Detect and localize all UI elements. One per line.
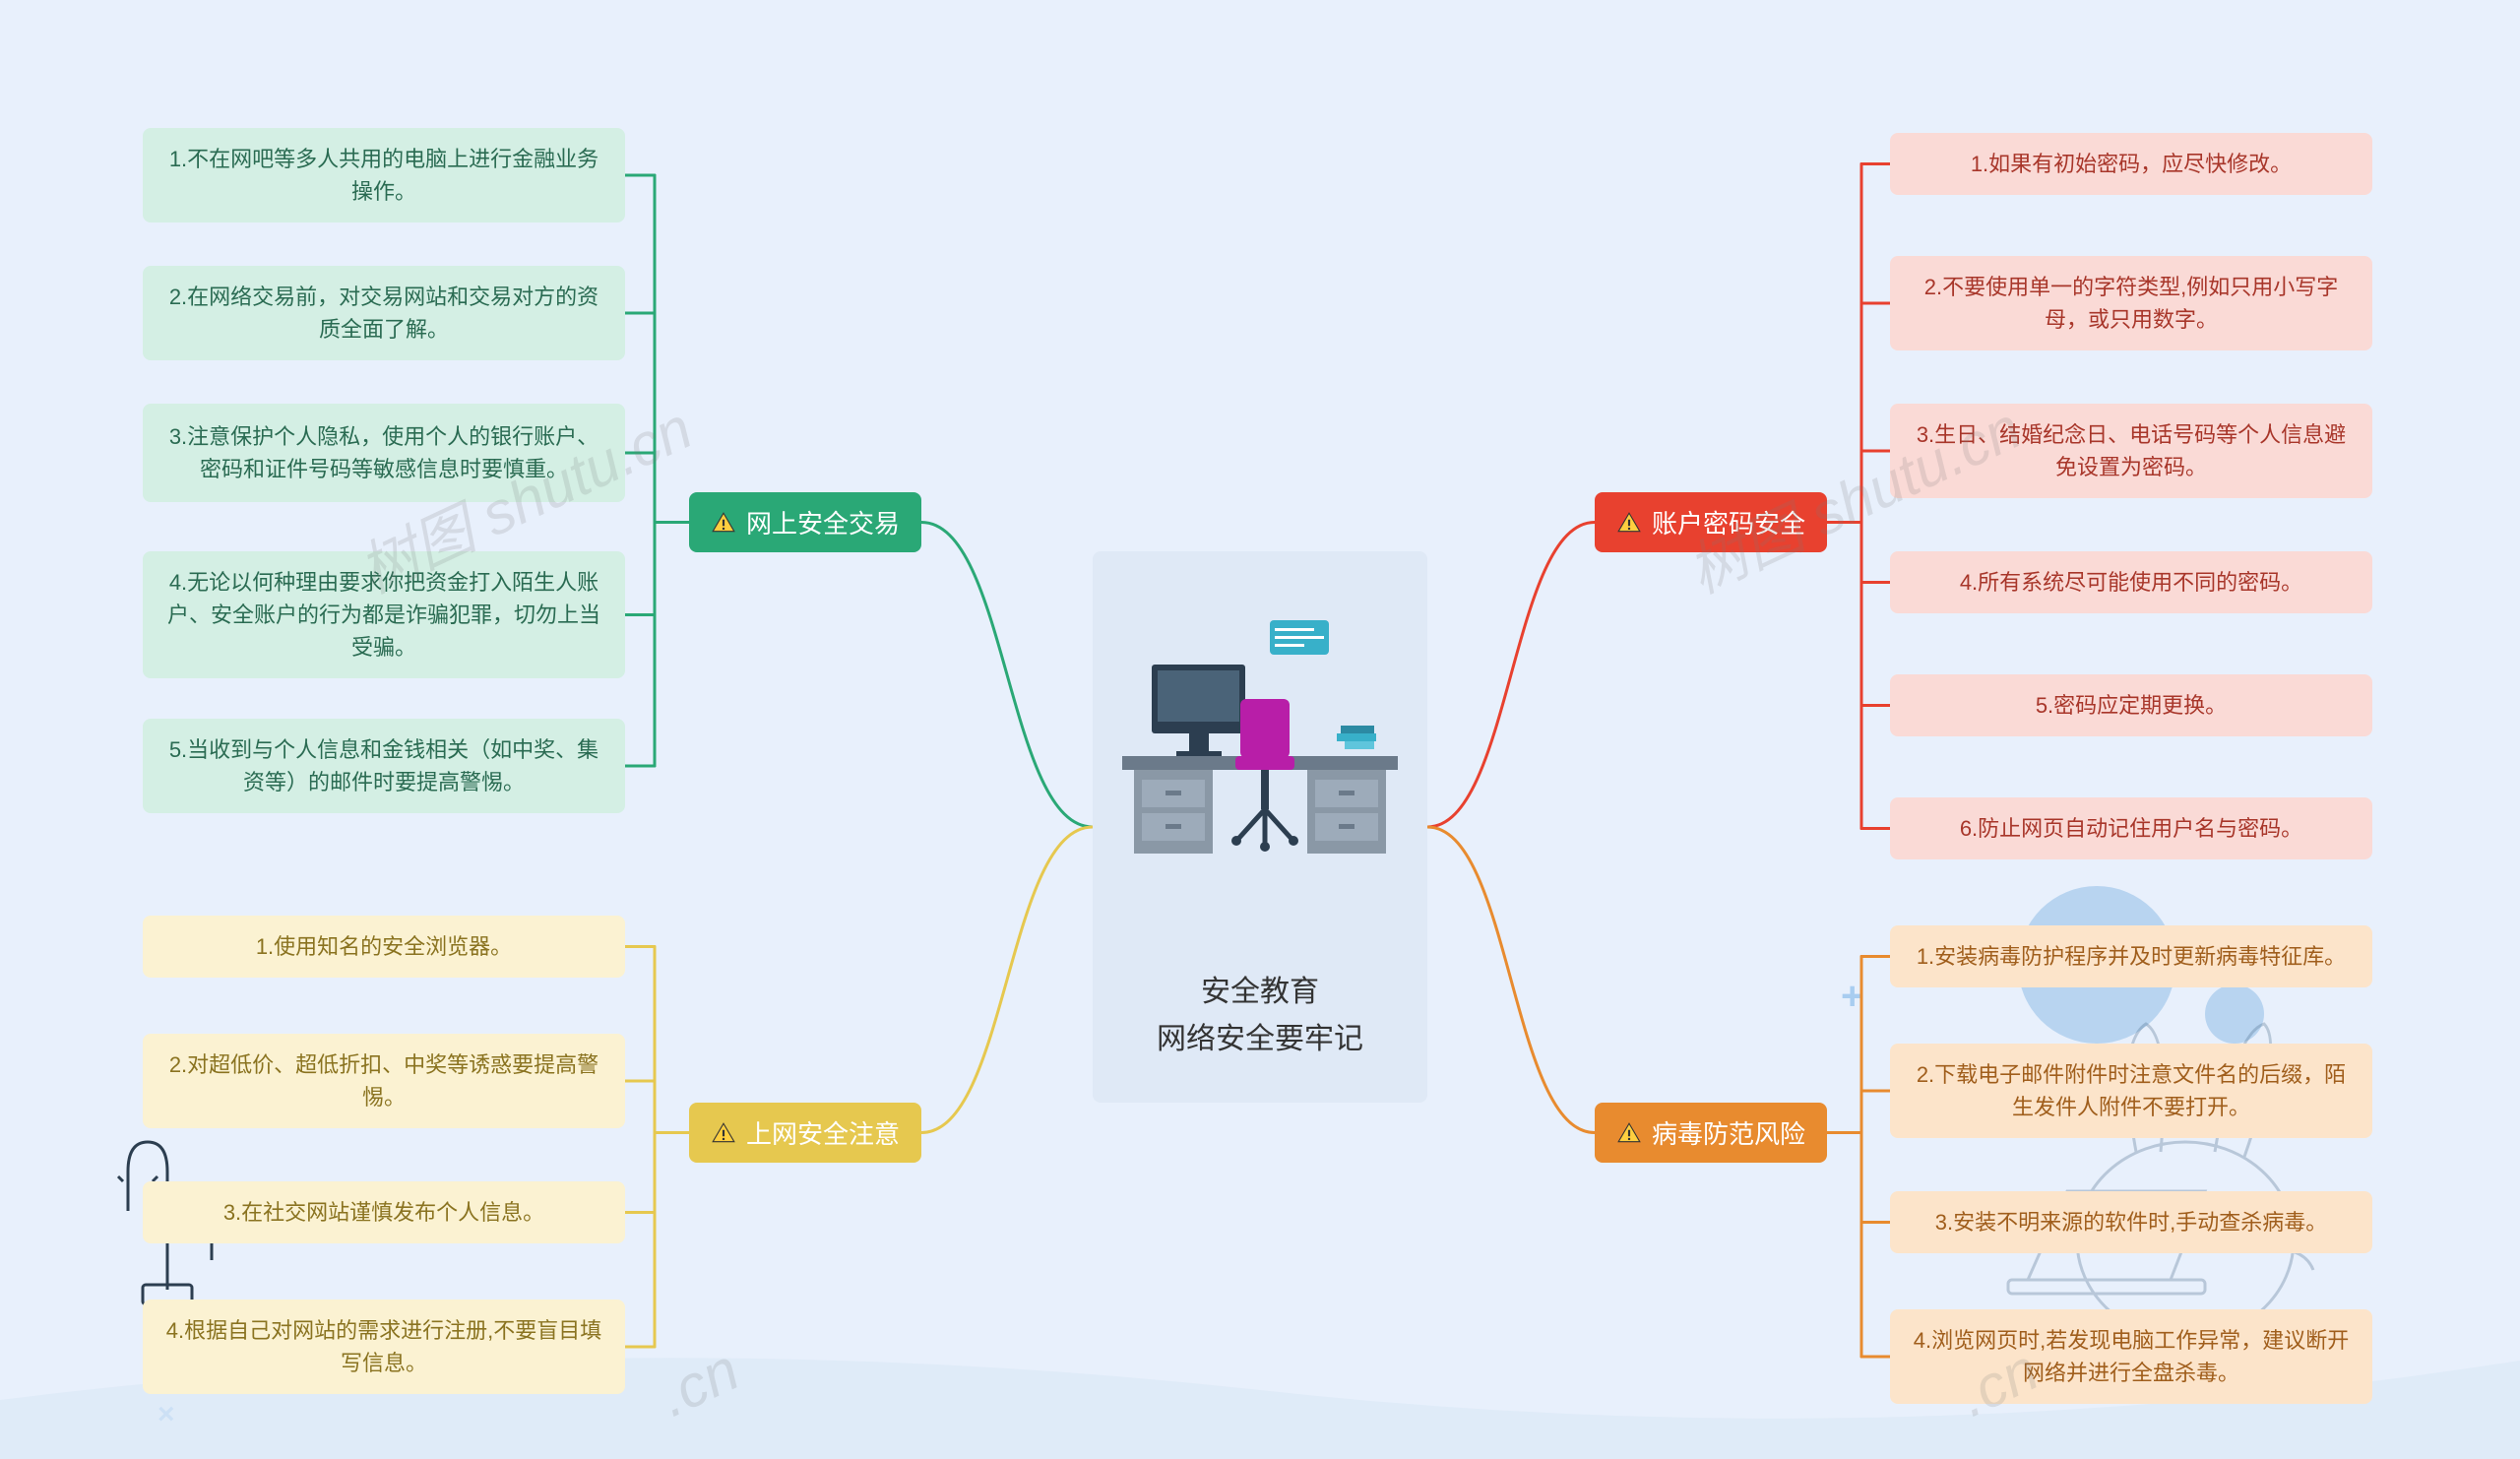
leaf-node[interactable]: 1.如果有初始密码，应尽快修改。 xyxy=(1890,133,2372,195)
leaf-node[interactable]: 3.在社交网站谨慎发布个人信息。 xyxy=(143,1181,625,1243)
central-title-line1: 安全教育 xyxy=(1157,969,1363,1016)
leaf-node[interactable]: 3.生日、结婚纪念日、电话号码等个人信息避免设置为密码。 xyxy=(1890,404,2372,498)
leaf-text: 3.生日、结婚纪念日、电话号码等个人信息避免设置为密码。 xyxy=(1909,418,2354,483)
central-title-line2: 网络安全要牢记 xyxy=(1157,1016,1363,1063)
leaf-node[interactable]: 5.当收到与个人信息和金钱相关（如中奖、集资等）的邮件时要提高警惕。 xyxy=(143,719,625,813)
branch-label: 账户密码安全 xyxy=(1652,504,1805,540)
central-topic[interactable]: 安全教育 网络安全要牢记 xyxy=(1093,551,1427,1103)
leaf-node[interactable]: 3.安装不明来源的软件时,手动查杀病毒。 xyxy=(1890,1191,2372,1253)
central-title: 安全教育 网络安全要牢记 xyxy=(1157,969,1363,1063)
leaf-text: 2.不要使用单一的字符类型,例如只用小写字母，或只用数字。 xyxy=(1909,271,2354,336)
leaf-text: 4.所有系统尽可能使用不同的密码。 xyxy=(1960,566,2302,599)
mindmap-canvas: + × xyxy=(0,0,2520,1459)
warning-icon xyxy=(1616,510,1642,536)
leaf-text: 5.当收到与个人信息和金钱相关（如中奖、集资等）的邮件时要提高警惕。 xyxy=(161,733,606,798)
branch-b4[interactable]: 病毒防范风险 xyxy=(1595,1103,1827,1163)
branch-b2[interactable]: 上网安全注意 xyxy=(689,1103,921,1163)
leaf-text: 3.注意保护个人隐私，使用个人的银行账户、密码和证件号码等敏感信息时要慎重。 xyxy=(161,420,606,485)
branch-label: 上网安全注意 xyxy=(746,1114,900,1151)
branch-b1[interactable]: 网上安全交易 xyxy=(689,492,921,552)
leaf-text: 2.在网络交易前，对交易网站和交易对方的资质全面了解。 xyxy=(161,281,606,346)
branch-label: 网上安全交易 xyxy=(746,504,900,540)
leaf-text: 1.如果有初始密码，应尽快修改。 xyxy=(1971,148,2292,180)
leaf-node[interactable]: 6.防止网页自动记住用户名与密码。 xyxy=(1890,797,2372,859)
leaf-text: 3.在社交网站谨慎发布个人信息。 xyxy=(223,1196,544,1229)
leaf-node[interactable]: 4.根据自己对网站的需求进行注册,不要盲目填写信息。 xyxy=(143,1300,625,1394)
leaf-node[interactable]: 3.注意保护个人隐私，使用个人的银行账户、密码和证件号码等敏感信息时要慎重。 xyxy=(143,404,625,502)
leaf-node[interactable]: 1.安装病毒防护程序并及时更新病毒特征库。 xyxy=(1890,925,2372,987)
leaf-text: 2.对超低价、超低折扣、中奖等诱惑要提高警惕。 xyxy=(161,1048,606,1113)
leaf-node[interactable]: 1.使用知名的安全浏览器。 xyxy=(143,916,625,978)
leaf-text: 1.不在网吧等多人共用的电脑上进行金融业务操作。 xyxy=(161,143,606,208)
branch-b3[interactable]: 账户密码安全 xyxy=(1595,492,1827,552)
leaf-node[interactable]: 2.下载电子邮件附件时注意文件名的后缀，陌生发件人附件不要打开。 xyxy=(1890,1044,2372,1138)
leaf-text: 1.使用知名的安全浏览器。 xyxy=(256,930,512,963)
leaf-node[interactable]: 4.浏览网页时,若发现电脑工作异常，建议断开网络并进行全盘杀毒。 xyxy=(1890,1309,2372,1404)
leaf-node[interactable]: 4.无论以何种理由要求你把资金打入陌生人账户、安全账户的行为都是诈骗犯罪，切勿上… xyxy=(143,551,625,678)
desk-illustration xyxy=(1122,610,1398,866)
leaf-text: 3.安装不明来源的软件时,手动查杀病毒。 xyxy=(1935,1206,2327,1238)
leaf-node[interactable]: 2.不要使用单一的字符类型,例如只用小写字母，或只用数字。 xyxy=(1890,256,2372,350)
warning-icon xyxy=(711,510,736,536)
branch-label: 病毒防范风险 xyxy=(1652,1114,1805,1151)
warning-icon xyxy=(1616,1120,1642,1146)
leaf-text: 4.浏览网页时,若发现电脑工作异常，建议断开网络并进行全盘杀毒。 xyxy=(1909,1324,2354,1389)
leaf-text: 1.安装病毒防护程序并及时更新病毒特征库。 xyxy=(1917,940,2346,973)
leaf-text: 6.防止网页自动记住用户名与密码。 xyxy=(1960,812,2302,845)
warning-icon xyxy=(711,1120,736,1146)
leaf-text: 4.根据自己对网站的需求进行注册,不要盲目填写信息。 xyxy=(161,1314,606,1379)
leaf-node[interactable]: 2.在网络交易前，对交易网站和交易对方的资质全面了解。 xyxy=(143,266,625,360)
leaf-node[interactable]: 5.密码应定期更换。 xyxy=(1890,674,2372,736)
leaf-text: 2.下载电子邮件附件时注意文件名的后缀，陌生发件人附件不要打开。 xyxy=(1909,1058,2354,1123)
leaf-node[interactable]: 1.不在网吧等多人共用的电脑上进行金融业务操作。 xyxy=(143,128,625,222)
leaf-text: 4.无论以何种理由要求你把资金打入陌生人账户、安全账户的行为都是诈骗犯罪，切勿上… xyxy=(161,566,606,664)
deco-plus-1: + xyxy=(1841,975,1863,1019)
leaf-node[interactable]: 2.对超低价、超低折扣、中奖等诱惑要提高警惕。 xyxy=(143,1034,625,1128)
leaf-text: 5.密码应定期更换。 xyxy=(2036,689,2227,722)
leaf-node[interactable]: 4.所有系统尽可能使用不同的密码。 xyxy=(1890,551,2372,613)
